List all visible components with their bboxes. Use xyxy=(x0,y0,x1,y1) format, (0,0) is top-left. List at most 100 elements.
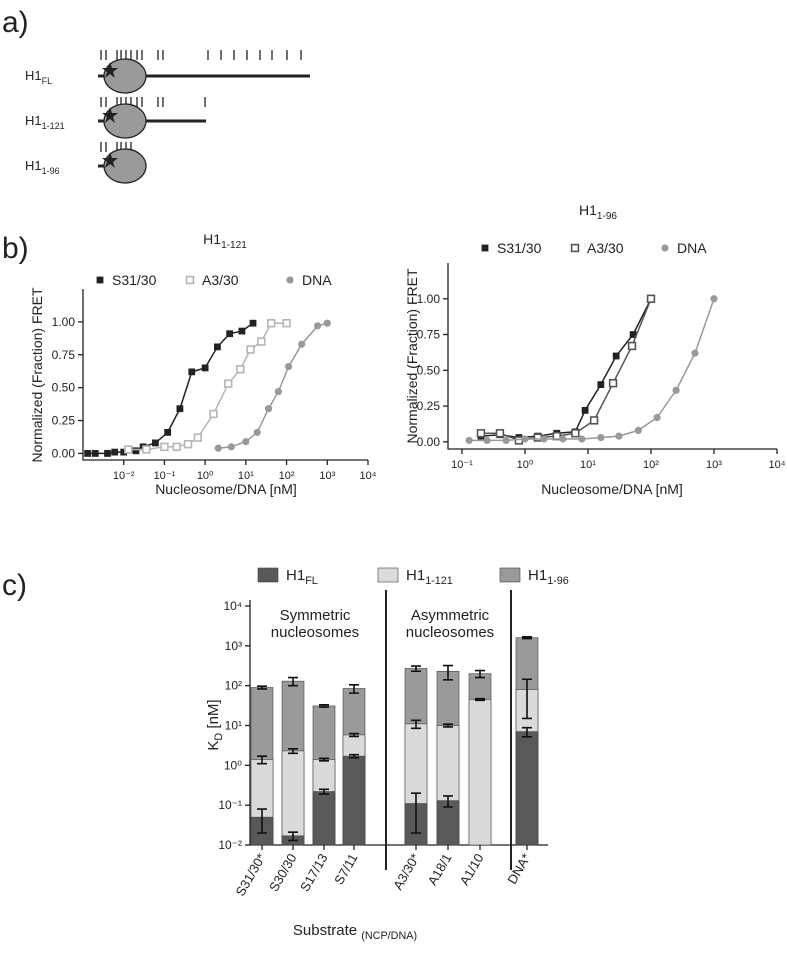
point xyxy=(104,450,111,457)
point xyxy=(323,319,331,327)
chart-title-part: H1 xyxy=(579,202,597,218)
y-tick-label: 10⁴ xyxy=(223,599,242,613)
legend-label-part: 1-96 xyxy=(547,575,569,587)
point xyxy=(224,379,233,388)
legend-label: A3/30 xyxy=(587,240,624,256)
legend-swatch xyxy=(377,567,399,583)
error-bar xyxy=(522,636,532,640)
error-bar xyxy=(257,808,267,834)
x-tick-label: 10² xyxy=(643,459,659,471)
y-tick-label: 10³ xyxy=(225,639,242,653)
y-axis-title: KD [nM] xyxy=(205,699,225,750)
bar xyxy=(468,699,492,846)
point xyxy=(589,416,599,425)
legend-label: H1FL xyxy=(286,567,318,587)
x-tick-label: 10³ xyxy=(706,459,722,471)
y-tick-label: 10¹ xyxy=(225,719,242,733)
error-bar xyxy=(319,704,329,708)
x-axis-title: Nucleosome/DNA [nM] xyxy=(541,481,683,497)
point xyxy=(91,450,99,457)
point xyxy=(284,363,293,371)
point xyxy=(629,331,637,338)
point xyxy=(246,345,255,354)
point xyxy=(124,445,133,454)
error-bar xyxy=(475,669,485,679)
point xyxy=(533,433,543,442)
x-axis-title: Substrate (NCP/DNA) xyxy=(293,922,417,942)
point xyxy=(274,388,283,396)
annotation: Asymmetric xyxy=(411,607,490,624)
legend-marker xyxy=(481,244,489,252)
panel-label: b) xyxy=(2,232,29,265)
x-tick-label: 10¹ xyxy=(580,459,596,471)
legend-marker xyxy=(570,243,580,253)
panel-label: a) xyxy=(2,6,29,39)
x-tick-label: 10³ xyxy=(319,470,335,482)
x-tick-label: DNA* xyxy=(504,851,533,887)
point xyxy=(120,448,128,456)
point xyxy=(495,429,505,438)
label-sub: 1-96 xyxy=(42,166,60,176)
x-tick-label: A3/30* xyxy=(390,851,423,892)
x-tick-label: S31/30* xyxy=(232,851,268,899)
series-line xyxy=(480,298,652,439)
label-sub: 1-121 xyxy=(42,121,65,131)
point xyxy=(164,428,172,436)
bar xyxy=(281,750,305,846)
error-bar xyxy=(288,676,298,687)
annotation: Symmetric xyxy=(280,607,351,624)
point xyxy=(672,386,680,394)
annotation: nucleosomes xyxy=(406,624,494,641)
point xyxy=(160,442,169,452)
point xyxy=(267,318,276,328)
x-tick-label: S7/11 xyxy=(331,851,360,887)
point xyxy=(521,435,529,443)
point xyxy=(298,340,306,348)
x-axis-title-part: (NCP/DNA) xyxy=(361,930,417,942)
point xyxy=(213,343,221,351)
point xyxy=(249,319,257,327)
label-text: H1 xyxy=(25,113,42,128)
point xyxy=(483,436,491,445)
legend-label-part: H1 xyxy=(528,567,547,584)
point xyxy=(646,294,656,303)
legend-marker xyxy=(96,276,104,284)
legend-marker xyxy=(661,244,669,252)
point xyxy=(142,445,151,454)
point xyxy=(571,429,580,438)
legend-marker xyxy=(286,276,294,284)
y-tick-label: 1.00 xyxy=(417,292,441,306)
point xyxy=(314,322,322,330)
x-axis-title: Nucleosome/DNA [nM] xyxy=(155,481,297,497)
point xyxy=(151,439,159,447)
legend-label-part: H1 xyxy=(406,567,425,584)
x-tick-label: S30/30 xyxy=(266,851,300,894)
series-line xyxy=(218,322,328,449)
error-bar xyxy=(522,726,532,738)
x-tick-label: 10⁴ xyxy=(360,470,377,482)
point xyxy=(597,433,605,442)
y-axis-title: Normalized (Fraction) FRET xyxy=(29,287,45,462)
point xyxy=(559,435,567,443)
point xyxy=(597,381,605,389)
legend-label-part: 1-121 xyxy=(425,575,453,587)
legend-label: S31/30 xyxy=(112,272,157,288)
site-ticks xyxy=(100,50,302,152)
legend-label: DNA xyxy=(302,272,332,288)
point xyxy=(476,429,486,438)
error-bar xyxy=(319,788,329,795)
legend-marker xyxy=(185,275,195,285)
label-sub: FL xyxy=(42,76,53,86)
y-axis-title-part: D xyxy=(213,733,225,741)
legend-label: H11-96 xyxy=(528,567,569,587)
legend-swatch xyxy=(257,567,279,583)
point xyxy=(264,405,273,413)
y-tick-label: 1.00 xyxy=(52,315,76,329)
globular-domain xyxy=(103,103,147,139)
point xyxy=(176,405,184,413)
point xyxy=(242,437,250,446)
annotation: nucleosomes xyxy=(271,624,359,641)
diagram-label: H11-96 xyxy=(25,158,60,176)
point xyxy=(615,432,623,440)
